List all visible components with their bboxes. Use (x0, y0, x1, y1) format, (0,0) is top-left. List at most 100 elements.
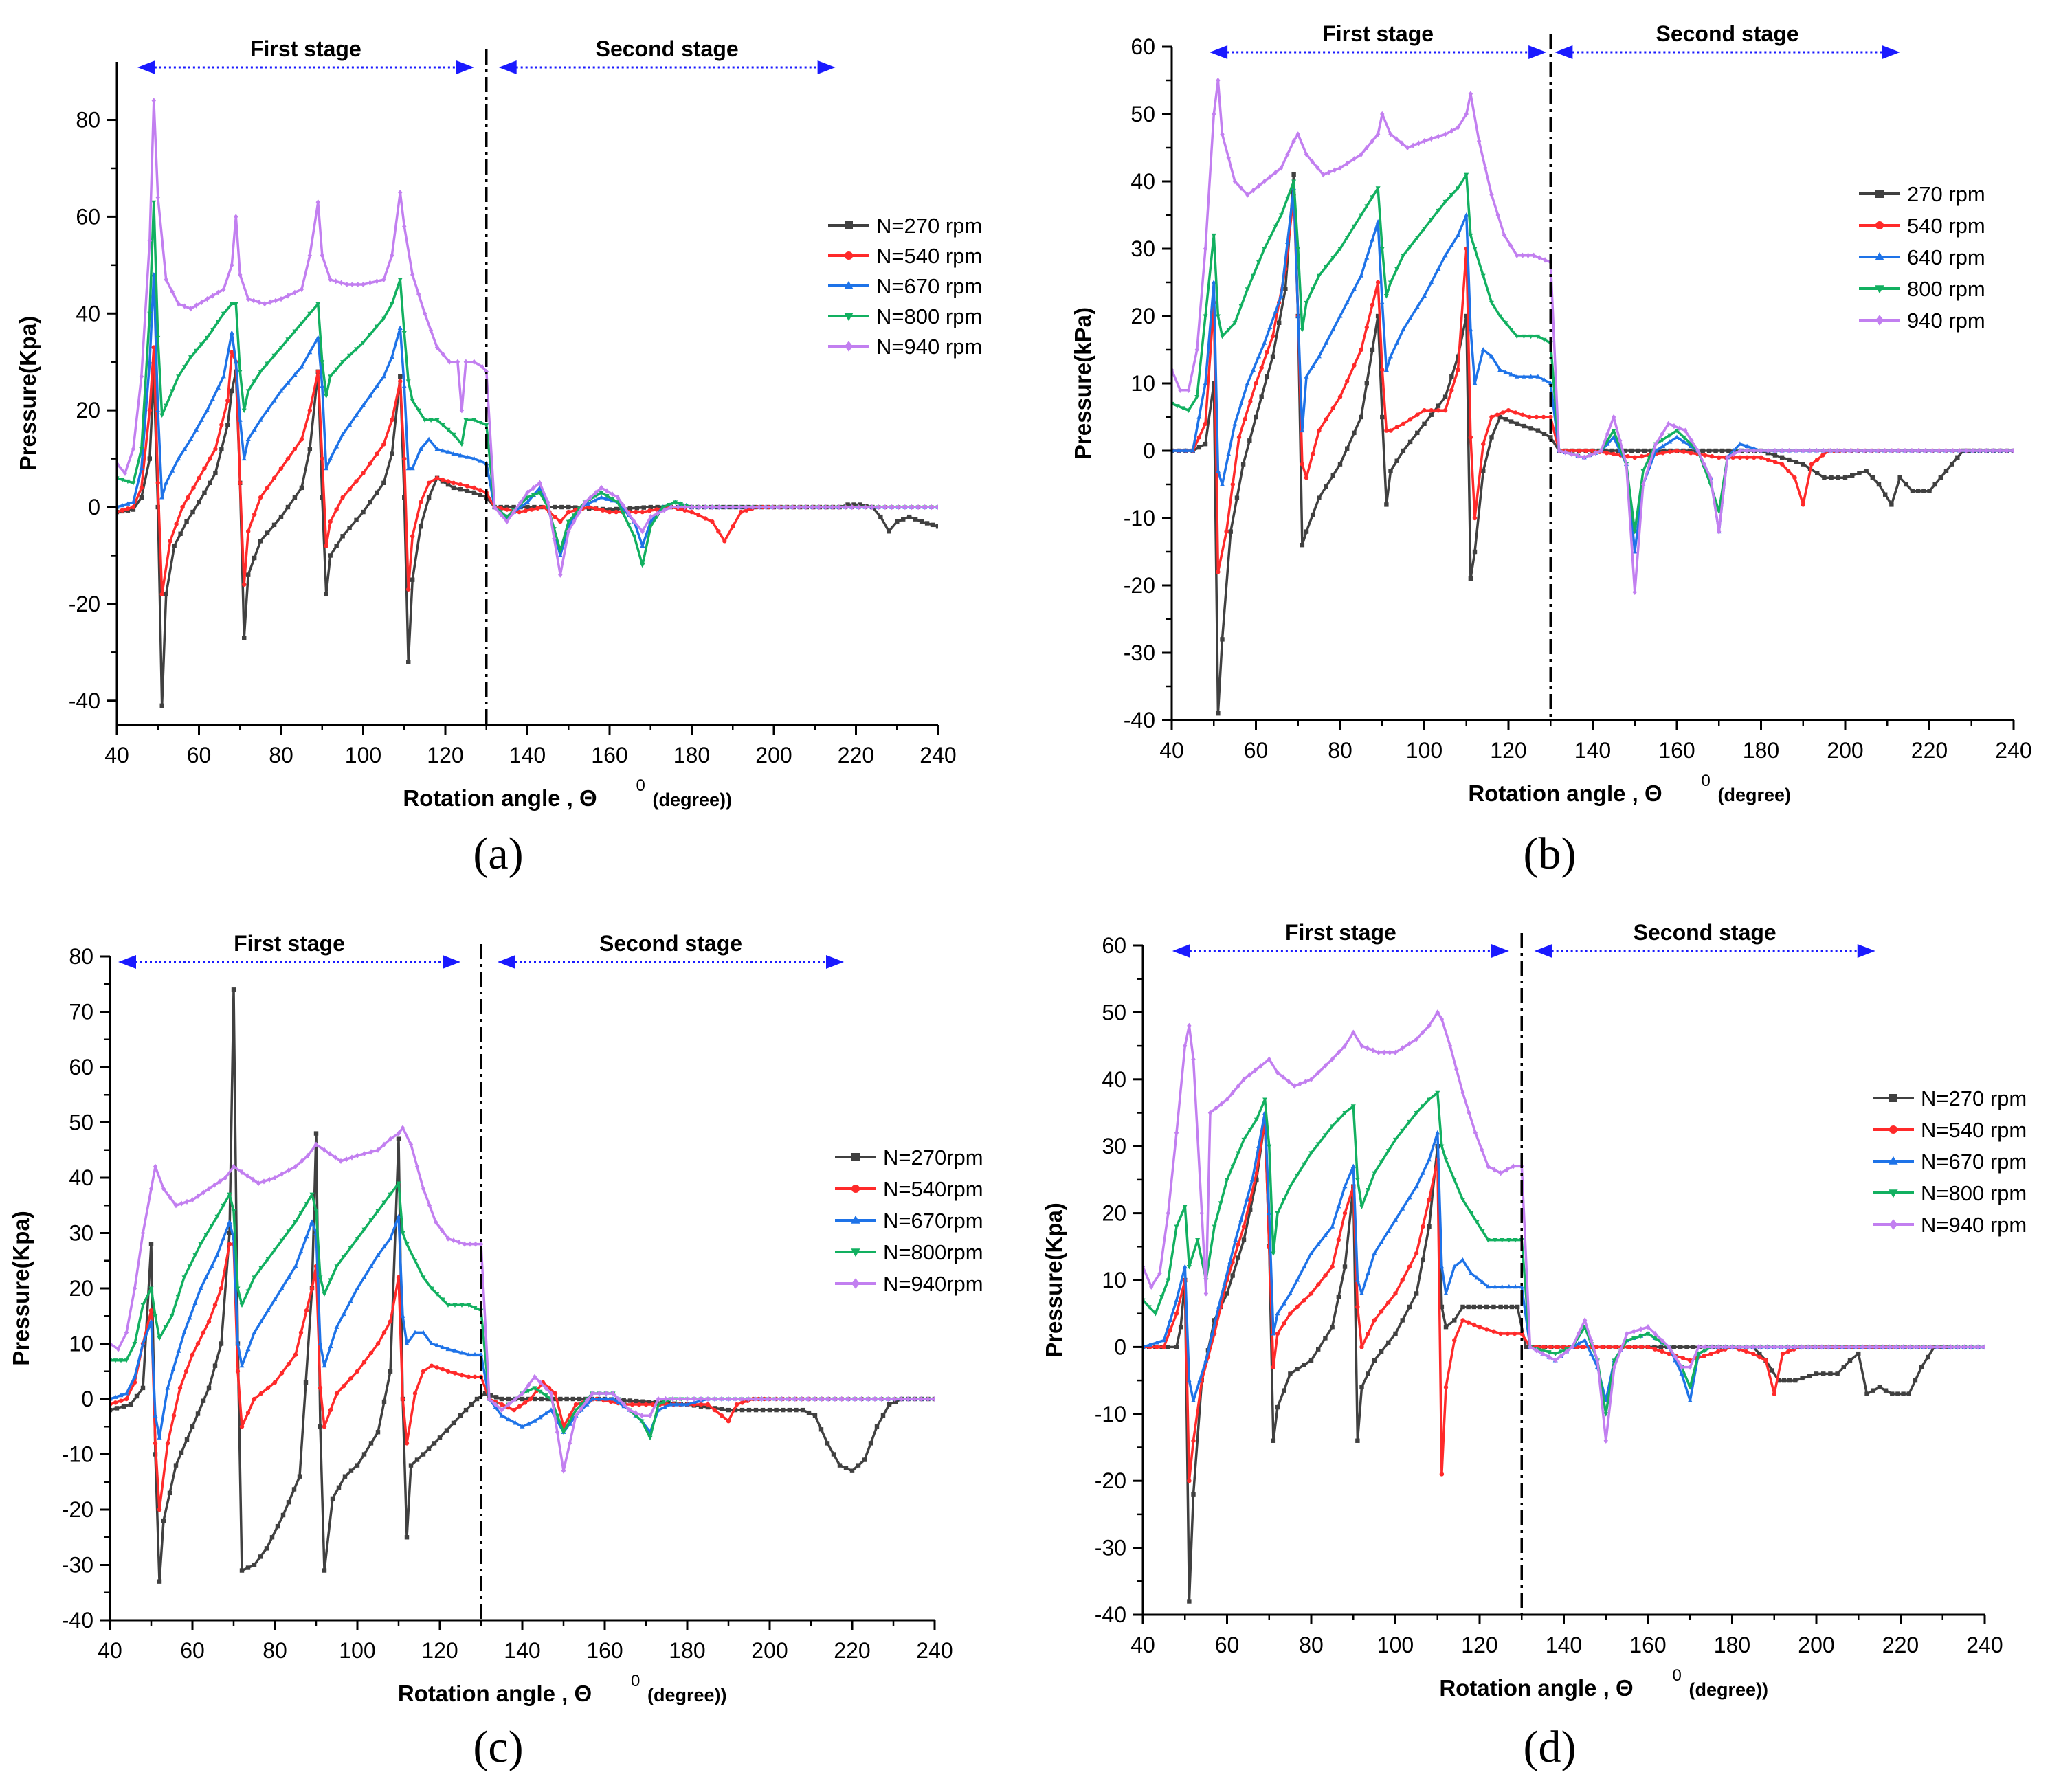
series-line (110, 1126, 935, 1472)
data-point (256, 1180, 261, 1187)
data-point (1330, 473, 1335, 478)
data-point (1322, 1233, 1328, 1237)
data-point (437, 1435, 443, 1440)
data-point (915, 504, 921, 511)
data-point (396, 1130, 401, 1136)
data-point (648, 513, 653, 520)
data-point (230, 262, 234, 268)
data-point (1379, 1239, 1384, 1244)
data-point (557, 548, 563, 554)
data-point (499, 1396, 504, 1402)
data-point (241, 408, 247, 413)
data-point (548, 1390, 554, 1397)
data-point (522, 1400, 528, 1405)
x-tick-label: 120 (421, 1638, 458, 1663)
data-point (849, 1468, 855, 1473)
data-point (348, 1246, 353, 1251)
data-point (1930, 447, 1935, 454)
data-point (447, 359, 452, 365)
data-point (1977, 447, 1982, 454)
data-point (1449, 374, 1454, 379)
data-point (1250, 273, 1256, 279)
data-point (901, 517, 906, 522)
data-point (398, 190, 403, 196)
data-point (1661, 448, 1667, 453)
data-point (1814, 471, 1820, 475)
data-point (614, 506, 619, 512)
data-point (1323, 1063, 1328, 1069)
data-point (179, 1450, 184, 1455)
data-point (233, 359, 238, 364)
data-point (1471, 1304, 1477, 1310)
data-point (1245, 192, 1250, 198)
data-point (1491, 1329, 1496, 1334)
data-point (398, 379, 403, 384)
data-point (199, 417, 205, 422)
data-point (1322, 1133, 1328, 1138)
data-point (1548, 414, 1553, 420)
data-point (221, 1203, 226, 1209)
data-point (726, 1396, 731, 1402)
data-point (1537, 254, 1542, 261)
data-point (1316, 353, 1322, 359)
data-point (1304, 300, 1309, 306)
data-point (440, 477, 445, 482)
data-point (1800, 1376, 1805, 1381)
legend-label: N=800 rpm (876, 304, 982, 328)
data-point (1323, 1273, 1328, 1278)
data-point (919, 1396, 924, 1402)
data-point (1415, 430, 1420, 436)
data-point (1429, 217, 1434, 223)
data-point (1702, 1354, 1706, 1358)
data-point (1757, 1351, 1762, 1356)
data-point (1304, 374, 1309, 379)
data-point (272, 1297, 278, 1301)
data-point (1719, 448, 1725, 453)
data-point (1452, 1338, 1457, 1343)
data-point (1484, 1327, 1489, 1332)
data-point (1365, 1045, 1370, 1051)
data-point (1897, 475, 1902, 480)
data-point (1513, 410, 1518, 415)
chart-panel-b: 40 60 80 100 120 140 160 180 200 220 240-40-30-20-… (1070, 21, 2032, 806)
data-point (548, 1407, 554, 1412)
data-point (237, 417, 243, 422)
series-markers (1172, 77, 2014, 595)
data-point (1660, 431, 1664, 437)
data-point (1557, 447, 1561, 454)
data-point (1420, 1104, 1425, 1109)
data-point (1504, 1167, 1510, 1173)
data-point (684, 1396, 690, 1402)
data-point (161, 1518, 166, 1523)
data-point (533, 1396, 537, 1402)
data-point (1323, 1336, 1328, 1341)
data-point (1421, 1029, 1425, 1035)
data-point (153, 1163, 158, 1170)
data-point (724, 504, 728, 511)
data-point (167, 1490, 172, 1496)
data-point (1385, 1228, 1391, 1233)
x-tick-label: 120 (1461, 1633, 1497, 1657)
x-tick-label: 140 (509, 743, 546, 768)
data-point (1386, 1340, 1391, 1345)
data-point (1385, 1149, 1391, 1154)
data-point (1871, 1388, 1875, 1393)
data-point (298, 1248, 304, 1253)
data-point (1717, 528, 1722, 535)
data-point (293, 1163, 298, 1170)
data-point (912, 1396, 917, 1402)
data-point (1970, 447, 1975, 454)
data-point (347, 422, 353, 427)
data-point (1426, 1156, 1432, 1162)
data-point (640, 528, 645, 535)
data-point (597, 1396, 602, 1401)
data-point (1439, 1264, 1445, 1269)
data-point (174, 522, 179, 526)
data-point (1498, 1331, 1503, 1336)
data-point (148, 1308, 154, 1313)
data-point (662, 1404, 667, 1409)
data-point (737, 504, 742, 511)
data-point (1603, 1412, 1609, 1417)
data-point (1497, 367, 1503, 372)
data-point (1548, 435, 1553, 440)
